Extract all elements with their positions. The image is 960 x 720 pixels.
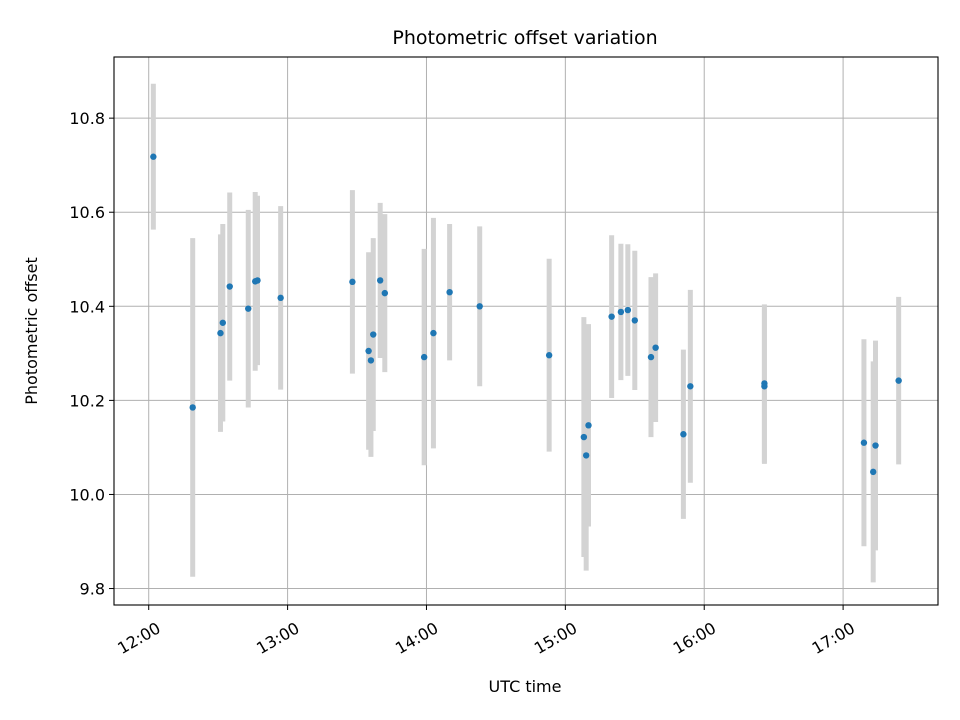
data-point <box>381 289 389 297</box>
y-axis-label: Photometric offset <box>22 257 41 405</box>
data-point <box>226 283 233 290</box>
data-point <box>150 153 157 160</box>
data-point <box>652 344 659 351</box>
plot-frame <box>113 56 939 606</box>
data-point <box>370 331 377 338</box>
y-tick-label: 9.8 <box>80 580 105 599</box>
data-point <box>631 317 638 324</box>
point-layer <box>150 153 902 476</box>
y-tick-label: 10.2 <box>69 391 105 410</box>
data-point <box>869 468 877 476</box>
data-point <box>624 306 632 314</box>
data-point <box>189 404 196 411</box>
y-tick-label: 10.4 <box>69 297 105 316</box>
data-point <box>895 377 902 384</box>
y-axis-ticks: 9.8 10.0 10.2 10.4 10.6 10.8 <box>69 109 114 599</box>
data-point <box>245 305 252 312</box>
data-point <box>446 288 453 296</box>
data-point <box>585 422 592 429</box>
data-point <box>608 313 615 320</box>
data-point <box>687 383 694 390</box>
x-axis-label: UTC time <box>489 677 562 696</box>
data-point <box>349 278 356 286</box>
data-point <box>761 383 768 390</box>
data-point <box>580 433 588 441</box>
data-point <box>376 277 384 284</box>
data-point <box>219 319 226 326</box>
data-point <box>254 277 261 284</box>
data-point <box>860 439 868 446</box>
data-point <box>277 294 284 302</box>
y-tick-label: 10.6 <box>69 203 105 222</box>
data-point <box>367 357 375 364</box>
data-point <box>680 431 687 438</box>
data-point <box>647 353 655 361</box>
chart-title: Photometric offset variation <box>392 27 657 49</box>
y-tick-label: 10.0 <box>69 485 105 504</box>
y-tick-label: 10.8 <box>69 109 105 128</box>
data-point <box>872 442 879 449</box>
data-point <box>582 452 590 459</box>
data-point <box>420 353 428 361</box>
data-point <box>476 303 483 310</box>
data-point <box>617 308 625 316</box>
data-point <box>545 352 553 359</box>
data-point <box>430 329 437 337</box>
data-point <box>217 329 224 337</box>
data-point <box>365 347 372 355</box>
